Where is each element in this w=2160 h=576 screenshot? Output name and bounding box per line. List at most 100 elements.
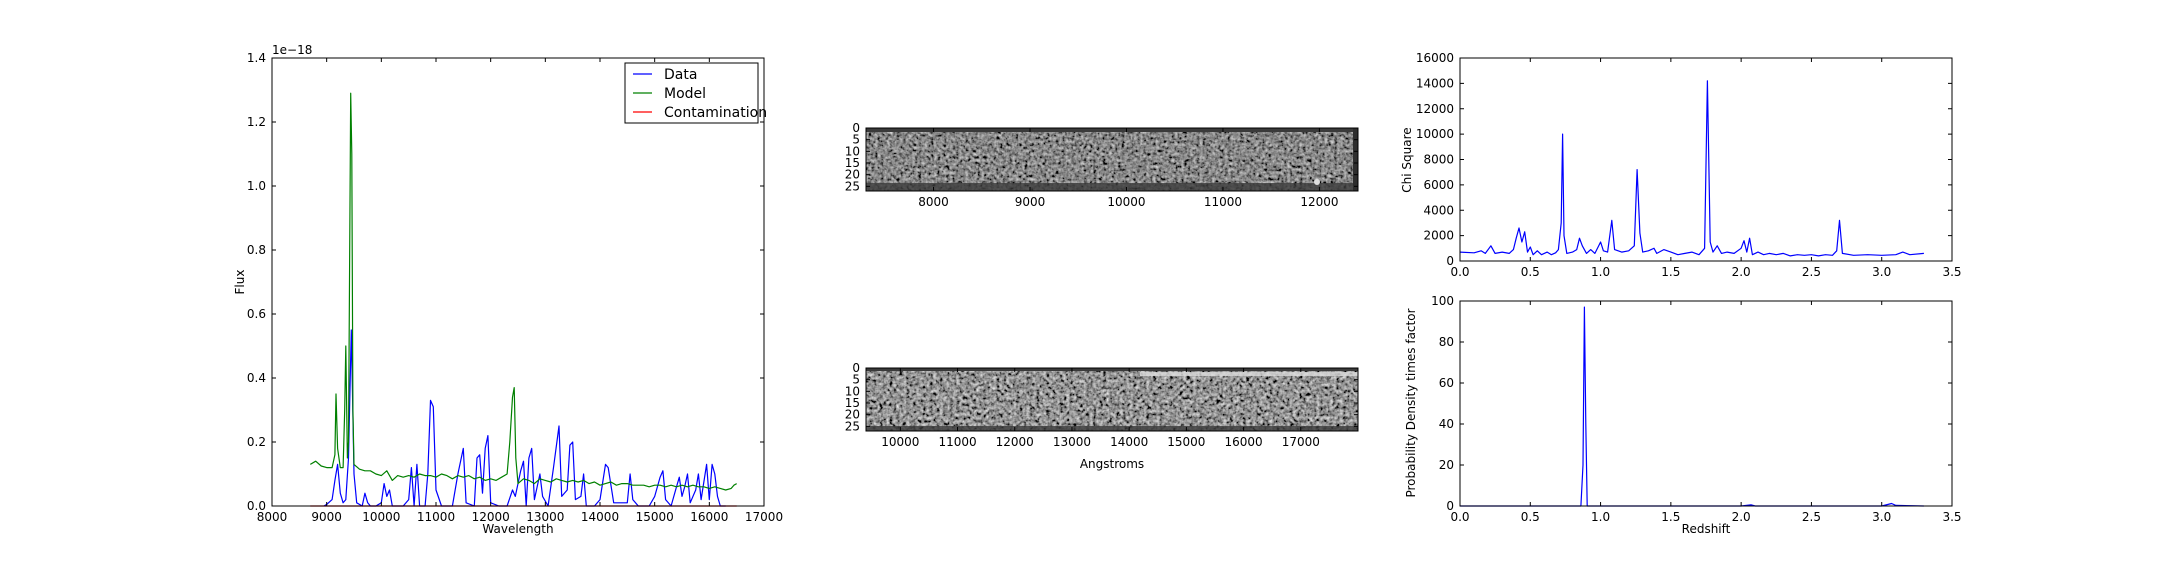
chisq-ytick-label: 2000 (1423, 229, 1454, 243)
chisq-ytick-label: 16000 (1416, 51, 1454, 65)
spectrum-frame (271, 57, 765, 507)
pdf-ytick-label: 60 (1439, 376, 1454, 390)
legend-label-contamination: Contamination (664, 105, 767, 121)
spectrum-line-model (309, 92, 737, 491)
chisq-ytick-label: 6000 (1423, 178, 1454, 192)
legend-label-data: Data (664, 67, 697, 83)
spectrum-xtick-label: 14000 (581, 510, 619, 524)
spectrum-ytick-label: 0.6 (247, 307, 266, 321)
image-top-right-edge (1353, 128, 1358, 191)
pdf-line-series-0 (1460, 306, 1924, 507)
spectrum-ytick-label: 1.4 (247, 51, 266, 65)
image-top-bottom-band (866, 183, 1358, 191)
image-top-bright-spot (1314, 179, 1320, 185)
pdf-ylabel: Probability Density times factor (1404, 308, 1418, 497)
image-bottom-ytick-label: 10 (845, 384, 860, 398)
pdf-ytick-label: 80 (1439, 335, 1454, 349)
spectrum-xtick-label: 17000 (745, 510, 783, 524)
image-bottom-ytick-label: 15 (845, 396, 860, 410)
chisq-ytick-label: 8000 (1423, 153, 1454, 167)
spectrum-legend: Data Model Contamination (624, 62, 767, 124)
pdf-xtick-label: 1.0 (1591, 510, 1610, 524)
image-bottom-ticks: 10000 11000 12000 13000 14000 15000 16000 17000… (845, 361, 1358, 449)
spectrum-ticks: 8000 9000 10000 11000 12000 13000 14000 15000 16… (247, 51, 783, 524)
image-top-ytick-label: 0 (852, 121, 860, 135)
image-bottom-xtick-label: 13000 (1053, 435, 1091, 449)
spectrum-ytick-label: 0.0 (247, 499, 266, 513)
image-bottom-top-band (866, 368, 1358, 371)
image-bottom-xtick-label: 12000 (996, 435, 1034, 449)
image-bottom-xtick-label: 16000 (1224, 435, 1262, 449)
image-bottom-ytick-label: 5 (852, 373, 860, 387)
legend-label-model: Model (664, 86, 706, 102)
image-top-ytick-label: 20 (845, 168, 860, 182)
image-bottom-ytick-label: 20 (845, 408, 860, 422)
image-bottom-xtick-label: 15000 (1167, 435, 1205, 449)
spectrum-line-data (323, 329, 726, 507)
chi-square-series-layer (1459, 80, 1924, 257)
chisq-ytick-label: 0 (1446, 254, 1454, 268)
chi-square-ticks: 0.0 0.5 1.0 1.5 2.0 2.5 3.0 3.5 0 2000 4000 6000 800… (1416, 51, 1962, 279)
pdf-ytick-label: 0 (1446, 499, 1454, 513)
pdf-xlabel: Redshift (1682, 522, 1731, 536)
image-top-ytick-label: 25 (845, 179, 860, 193)
image-top-top-band (866, 128, 1358, 132)
pdf-ticks: 0.0 0.5 1.0 1.5 2.0 2.5 3.0 3.5 0 20 40 60 80 100 (1431, 294, 1961, 524)
chisq-line-series-0 (1459, 80, 1924, 257)
spectrum-ytick-label: 0.8 (247, 243, 266, 257)
pdf-xtick-label: 0.5 (1521, 510, 1540, 524)
chisq-xtick-label: 0.5 (1521, 265, 1540, 279)
chisq-ytick-label: 12000 (1416, 102, 1454, 116)
spectrum-xtick-label: 16000 (690, 510, 728, 524)
chi-square-ylabel: Chi Square (1400, 127, 1414, 192)
chisq-xtick-label: 2.0 (1732, 265, 1751, 279)
spectrum-xtick-label: 13000 (526, 510, 564, 524)
pdf-xtick-label: 1.5 (1661, 510, 1680, 524)
chisq-ytick-label: 10000 (1416, 127, 1454, 141)
spectrum-xlabel: Wavelength (482, 522, 553, 536)
pdf-xtick-label: 3.0 (1872, 510, 1891, 524)
pdf-xtick-label: 2.0 (1732, 510, 1751, 524)
spectrum-ytick-label: 1.0 (247, 179, 266, 193)
pdf-ytick-label: 100 (1431, 294, 1454, 308)
pdf-xtick-label: 0.0 (1450, 510, 1469, 524)
image-top-ytick-label: 5 (852, 133, 860, 147)
spectrum-plot: 8000 9000 10000 11000 12000 13000 14000 15000 16… (233, 43, 783, 536)
spectrum-image-bottom: 10000 11000 12000 13000 14000 15000 16000 17000… (845, 361, 1359, 471)
image-bottom-ytick-label: 0 (852, 361, 860, 375)
chisq-ytick-label: 4000 (1423, 203, 1454, 217)
chisq-xtick-label: 1.5 (1661, 265, 1680, 279)
spectrum-ytick-label: 0.4 (247, 371, 266, 385)
image-bottom-frame (865, 367, 1359, 432)
spectrum-xtick-label: 11000 (417, 510, 455, 524)
spectrum-series-layer (309, 92, 737, 507)
spectrum-xtick-label: 12000 (472, 510, 510, 524)
chisq-xtick-label: 3.5 (1942, 265, 1961, 279)
spectrum-ytick-label: 0.2 (247, 435, 266, 449)
spectrum-xtick-label: 10000 (362, 510, 400, 524)
pdf-ytick-label: 20 (1439, 458, 1454, 472)
image-top-xtick-label: 9000 (1015, 195, 1046, 209)
spectrum-ytick-label: 1.2 (247, 115, 266, 129)
image-bottom-xtick-label: 11000 (938, 435, 976, 449)
image-top-ytick-label: 10 (845, 144, 860, 158)
spectrum-xtick-label: 9000 (311, 510, 342, 524)
spectrum-ylabel: Flux (233, 270, 247, 295)
chisq-xtick-label: 3.0 (1872, 265, 1891, 279)
image-top-frame (865, 127, 1359, 192)
image-top-xtick-label: 12000 (1300, 195, 1338, 209)
image-top-ytick-label: 15 (845, 156, 860, 170)
spectrum-xtick-label: 8000 (257, 510, 288, 524)
spectrum-xtick-label: 15000 (636, 510, 674, 524)
pdf-xtick-label: 2.5 (1802, 510, 1821, 524)
image-bottom-bottom-band (866, 426, 1358, 431)
pdf-frame (1459, 300, 1953, 507)
pdf-ytick-label: 40 (1439, 417, 1454, 431)
probability-density-plot: 0.0 0.5 1.0 1.5 2.0 2.5 3.0 3.5 0 20 40 60 80 100 Red… (1404, 294, 1962, 536)
image-top-pixels (866, 128, 1358, 191)
chisq-xtick-label: 0.0 (1450, 265, 1469, 279)
image-bottom-pixels (866, 368, 1358, 431)
